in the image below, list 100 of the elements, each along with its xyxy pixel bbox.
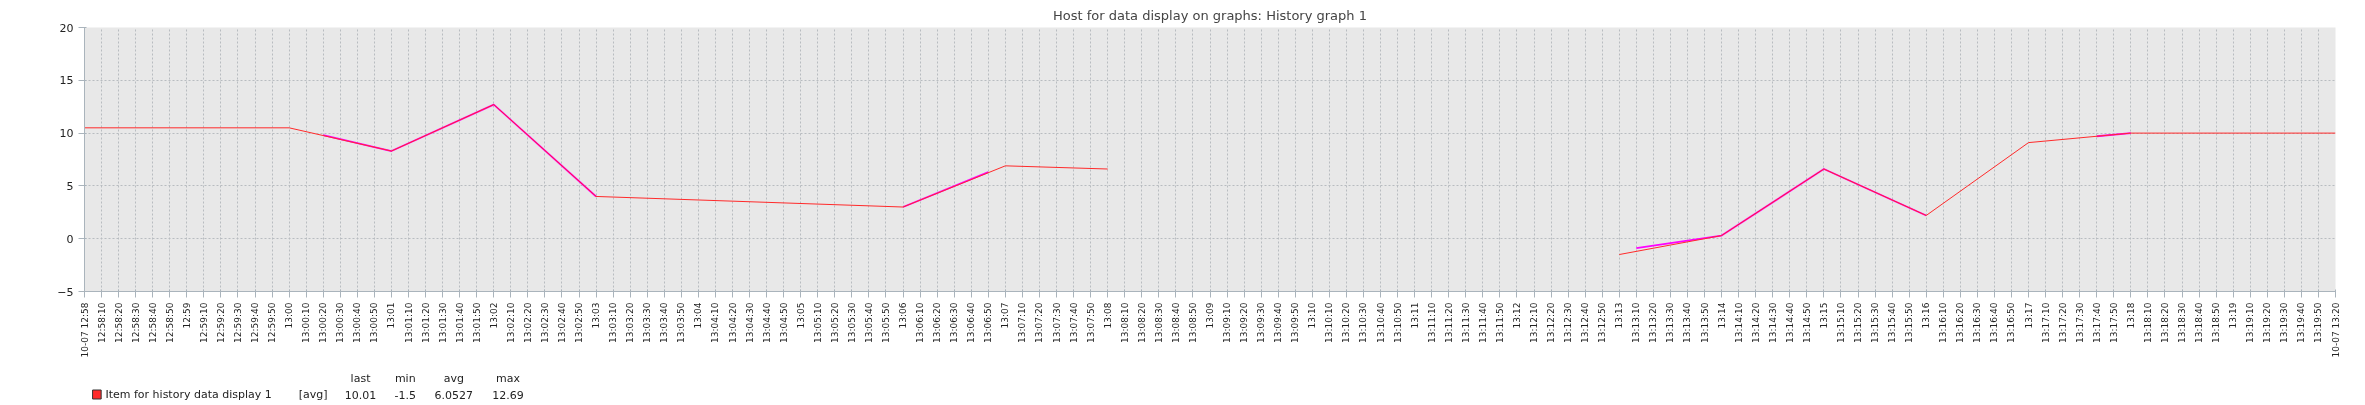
x-tick-label: 13:10:50 (1392, 302, 1403, 343)
x-tick-label: 12:59:30 (232, 302, 243, 343)
x-tick-label: 13:09 (1205, 302, 1215, 329)
x-tick-label: 13:05:50 (880, 302, 891, 343)
x-tick-label: 13:01:50 (471, 302, 482, 343)
x-tick-label: 13:03:50 (676, 302, 687, 343)
x-tick-label: 13:15:30 (1870, 302, 1881, 343)
text: 12.69 (492, 388, 524, 402)
x-tick-label: 13:08:50 (1187, 302, 1198, 343)
text: last (350, 372, 372, 385)
x-tick-label: 13:13:40 (1682, 302, 1693, 343)
x-tick-label: 13:00 (284, 302, 295, 329)
x-tick-label: 12:59:10 (198, 302, 209, 343)
x-tick-label: 13:14:40 (1784, 302, 1795, 343)
x-tick-label: 13:04 (693, 302, 704, 329)
x-tick-label: 13:15:40 (1887, 302, 1898, 343)
x-tick-label: 13:06 (898, 302, 909, 329)
x-tick-label: 13:06:40 (966, 302, 977, 343)
x-tick-label: 13:17:50 (2108, 302, 2119, 343)
x-tick-label: 13:10:40 (1375, 302, 1386, 343)
x-tick-label: 13:07:10 (1017, 302, 1028, 343)
x-tick-label: 13:19:50 (2313, 302, 2324, 343)
x-tick-label: 13:05:40 (863, 302, 874, 343)
x-tick-label: 13:15 (1818, 302, 1829, 329)
x-tick-label: 13:10:30 (1358, 302, 1369, 343)
x-tick-label: 13:13:30 (1665, 302, 1676, 343)
x-tick-label: 13:19:40 (2296, 302, 2307, 343)
x-tick-label: 13:15:50 (1904, 302, 1915, 343)
x-tick-label: 13:10:20 (1341, 302, 1352, 343)
y-tick-label: 20 (59, 21, 74, 35)
y-tick-label: 0 (66, 232, 74, 246)
x-tick-label: 13:04:30 (744, 302, 755, 343)
x-tick-label: 13:08:30 (1153, 302, 1164, 343)
text: [avg] (298, 388, 328, 401)
x-tick-label: 13:02:10 (505, 302, 516, 343)
x-tick-label: 13:13 (1614, 302, 1625, 329)
x-tick-label: 13:05:10 (812, 302, 823, 343)
x-tick-label: 13:08:10 (1119, 302, 1130, 343)
text: 10.01 (344, 388, 377, 402)
x-tick-label: 13:16:40 (1989, 302, 2000, 343)
x-tick-label: 13:09:40 (1273, 302, 1284, 343)
x-tick-label: 12:59 (181, 302, 192, 329)
x-tick-label: 13:03:20 (625, 302, 636, 343)
y-tick-label: −5 (57, 285, 74, 299)
x-tick-label: 13:00:20 (318, 302, 329, 343)
x-tick-label: 13:07:30 (1051, 302, 1062, 343)
x-tick-label: 13:12:40 (1580, 302, 1591, 343)
x-tick-label: 13:01:20 (420, 302, 431, 343)
y-tick-label: 10 (59, 127, 74, 141)
x-tick-label: 12:58:10 (96, 302, 107, 343)
x-tick-label: 13:15:20 (1853, 302, 1864, 343)
x-tick-label: 13:19:30 (2279, 302, 2290, 343)
x-tick-label: 12:58:20 (113, 302, 124, 343)
x-tick-label: 13:13:10 (1631, 302, 1642, 343)
x-tick-label: 13:11:10 (1426, 302, 1437, 343)
x-tick-label: 13:15:10 (1835, 302, 1846, 343)
x-tick-label: 13:07:40 (1068, 302, 1079, 343)
x-tick-label: 13:06:30 (949, 302, 960, 343)
x-tick-label: 12:58:50 (164, 302, 175, 343)
x-tick-label: 13:00:10 (301, 302, 312, 343)
x-tick-label: 12:59:50 (267, 302, 278, 343)
x-tick-label: 13:07 (1000, 302, 1011, 329)
x-tick-label: 13:02:30 (539, 302, 550, 343)
text: 6.0527 (434, 388, 474, 402)
text: avg (443, 372, 464, 385)
x-tick-label: 13:11:30 (1460, 302, 1471, 343)
legend-label: Item for history data display 1 (105, 388, 272, 401)
x-tick-label: 12:59:20 (215, 302, 226, 343)
x-tick-label: 10-07 12:58 (79, 302, 90, 358)
x-tick-label: 13:08:20 (1136, 302, 1147, 343)
x-tick-label: 13:14:50 (1801, 302, 1812, 343)
x-tick-label: 13:14:30 (1767, 302, 1778, 343)
x-tick-label: 13:02 (488, 302, 499, 329)
x-tick-label: 13:10 (1307, 302, 1318, 329)
x-tick-label: 13:01 (386, 302, 397, 329)
x-tick-label: 13:17:30 (2074, 302, 2085, 343)
x-tick-label: 13:09:20 (1239, 302, 1250, 343)
x-tick-label: 13:11:20 (1443, 302, 1454, 343)
x-tick-label: 13:13:50 (1699, 302, 1710, 343)
x-tick-label: 13:00:30 (335, 302, 346, 343)
x-tick-label: 13:01:10 (403, 302, 414, 343)
x-tick-label: 10-07 13:20 (2330, 302, 2341, 358)
x-tick-label: 13:18:30 (2177, 302, 2188, 343)
x-tick-label: 12:58:30 (130, 302, 141, 343)
x-tick-label: 13:14:20 (1750, 302, 1761, 343)
x-tick-label: 13:03:40 (659, 302, 670, 343)
x-tick-label: 13:12 (1511, 302, 1522, 329)
x-tick-label: 13:06:50 (983, 302, 994, 343)
x-tick-label: 13:18:40 (2194, 302, 2205, 343)
x-tick-label: 13:02:40 (556, 302, 567, 343)
x-tick-label: 13:02:20 (522, 302, 533, 343)
x-tick-label: 13:06:10 (915, 302, 926, 343)
x-tick-label: 13:19 (2228, 302, 2239, 329)
x-tick-label: 13:14:10 (1733, 302, 1744, 343)
x-tick-label: 13:00:40 (352, 302, 363, 343)
x-tick-label: 12:58:40 (147, 302, 158, 343)
x-tick-label: 13:16:10 (1938, 302, 1949, 343)
x-tick-label: 13:10:10 (1324, 302, 1335, 343)
x-tick-label: 13:00:50 (369, 302, 380, 343)
x-tick-label: 13:17:20 (2057, 302, 2068, 343)
